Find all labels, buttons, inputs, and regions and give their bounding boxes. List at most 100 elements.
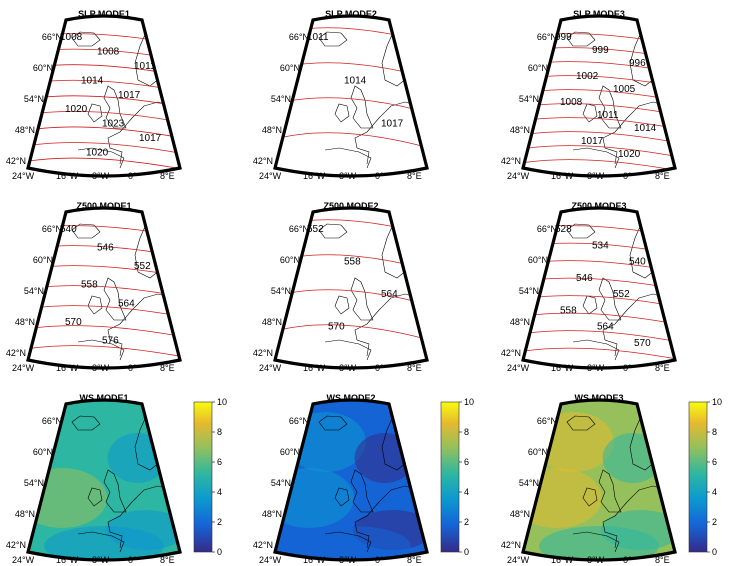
coastline: [103, 469, 127, 513]
contour-label: 999: [555, 32, 572, 43]
wind-speed-blob: [291, 526, 411, 560]
colorbar-tick-label: 4: [464, 487, 469, 497]
colorbar-tick-label: 2: [712, 517, 717, 527]
lon-tick-label: 8°W: [92, 363, 110, 373]
coastline: [566, 31, 596, 47]
panel-title: WS MODE3: [574, 393, 623, 403]
wind-speed-blob: [539, 526, 659, 560]
contour-label: 534: [592, 240, 609, 251]
lon-tick-label: 8°E: [407, 363, 422, 373]
map-panel: WS MODE2 66°N 60°N 54°N 48°N 42°N 24°W 16°W 8°W 0…: [253, 393, 474, 565]
map-frame: [26, 206, 182, 370]
panel-title: Z500 MODE1: [76, 201, 131, 211]
lat-tick-label: 54°N: [271, 478, 291, 488]
contour-line: [523, 330, 675, 346]
map-panel: WS MODE1 66°N 60°N 54°N 48°N 42°N 24°W 16°W 8°W 0…: [6, 393, 227, 565]
contour-label: 1008: [60, 32, 83, 43]
lon-tick-label: 24°W: [507, 171, 530, 181]
lat-tick-label: 54°N: [271, 94, 291, 104]
wind-speed-blob: [275, 468, 354, 528]
lon-tick-label: 24°W: [12, 171, 35, 181]
coastline: [87, 103, 103, 123]
panel-title: Z500 MODE2: [323, 201, 378, 211]
colorbar: [193, 401, 213, 553]
coastline: [71, 415, 101, 431]
lat-tick-label: 60°N: [280, 255, 300, 265]
contour-line: [523, 347, 675, 363]
map-frame: [273, 206, 429, 370]
colorbar-tick-label: 10: [464, 397, 474, 407]
lat-tick-label: 60°N: [33, 63, 53, 73]
lat-tick-label: 48°N: [15, 125, 35, 135]
lat-tick-label: 48°N: [15, 509, 35, 519]
lon-tick-label: 0°: [623, 363, 632, 373]
coastline: [598, 277, 622, 321]
coastline: [71, 223, 101, 239]
coastline: [354, 293, 427, 357]
contour-label: 1014: [81, 75, 104, 86]
coastline: [334, 295, 350, 315]
map-frame: [521, 14, 677, 178]
contour-label: 1017: [381, 119, 404, 130]
lat-tick-label: 48°N: [262, 317, 282, 327]
contour-label: 528: [555, 224, 572, 235]
contour-label: 564: [597, 322, 614, 333]
wind-speed-blob: [523, 468, 602, 528]
contour-label: 1017: [118, 90, 141, 101]
lon-tick-label: 8°W: [339, 171, 357, 181]
colorbar-tick-label: 8: [712, 427, 717, 437]
contour-label: 1017: [139, 133, 162, 144]
coastline: [350, 85, 374, 129]
contour-label: 558: [560, 305, 577, 316]
lon-tick-label: 8°W: [92, 555, 110, 565]
contour-label: 540: [60, 224, 77, 235]
wind-speed-blob: [44, 526, 164, 560]
coastline: [334, 487, 350, 507]
contour-label: 540: [629, 257, 646, 268]
lat-tick-label: 48°N: [510, 317, 530, 327]
map-frame: [26, 14, 182, 178]
colorbar-tick-label: 6: [464, 457, 469, 467]
coastline: [324, 531, 372, 553]
lat-tick-label: 48°N: [262, 125, 282, 135]
wind-speed-blob: [107, 433, 168, 483]
lat-tick-label: 54°N: [24, 94, 44, 104]
lon-tick-label: 8°W: [587, 555, 605, 565]
coastline: [572, 147, 620, 169]
contour-label: 1011: [307, 32, 329, 43]
colorbar-tick-label: 2: [217, 517, 222, 527]
coastline: [602, 485, 675, 549]
map-panel: 1008 1008 1011 1014 1017 1020 1023 1017 1020 SLP …: [6, 9, 182, 181]
lat-tick-label: 42°N: [501, 156, 521, 166]
lon-tick-label: 8°W: [587, 171, 605, 181]
coastline: [566, 223, 596, 239]
lon-tick-label: 0°: [128, 171, 137, 181]
contour-label: 570: [328, 322, 345, 333]
lat-tick-label: 54°N: [519, 94, 539, 104]
contour-label: 1005: [613, 84, 636, 95]
lon-tick-label: 16°W: [551, 555, 574, 565]
lat-tick-label: 54°N: [24, 286, 44, 296]
contour-label: 570: [634, 338, 651, 349]
map-frame: [521, 398, 677, 562]
lat-tick-label: 66°N: [537, 416, 557, 426]
lon-tick-label: 16°W: [551, 171, 574, 181]
lat-tick-label: 54°N: [24, 478, 44, 488]
lon-tick-label: 24°W: [12, 555, 35, 565]
lat-tick-label: 66°N: [537, 32, 557, 42]
coastline: [582, 103, 598, 123]
colorbar-tick-label: 10: [712, 397, 722, 407]
coastline: [71, 31, 101, 47]
lon-tick-label: 8°E: [160, 363, 175, 373]
colorbar-tick-label: 8: [217, 427, 222, 437]
lon-tick-label: 0°: [375, 363, 384, 373]
coastline: [572, 531, 620, 553]
contour-line: [275, 132, 427, 154]
wind-speed-blob: [354, 433, 415, 483]
coastline: [572, 339, 620, 361]
coastline: [77, 339, 125, 361]
lon-tick-label: 8°W: [339, 363, 357, 373]
lon-tick-label: 0°: [375, 555, 384, 565]
lon-tick-label: 24°W: [259, 363, 282, 373]
